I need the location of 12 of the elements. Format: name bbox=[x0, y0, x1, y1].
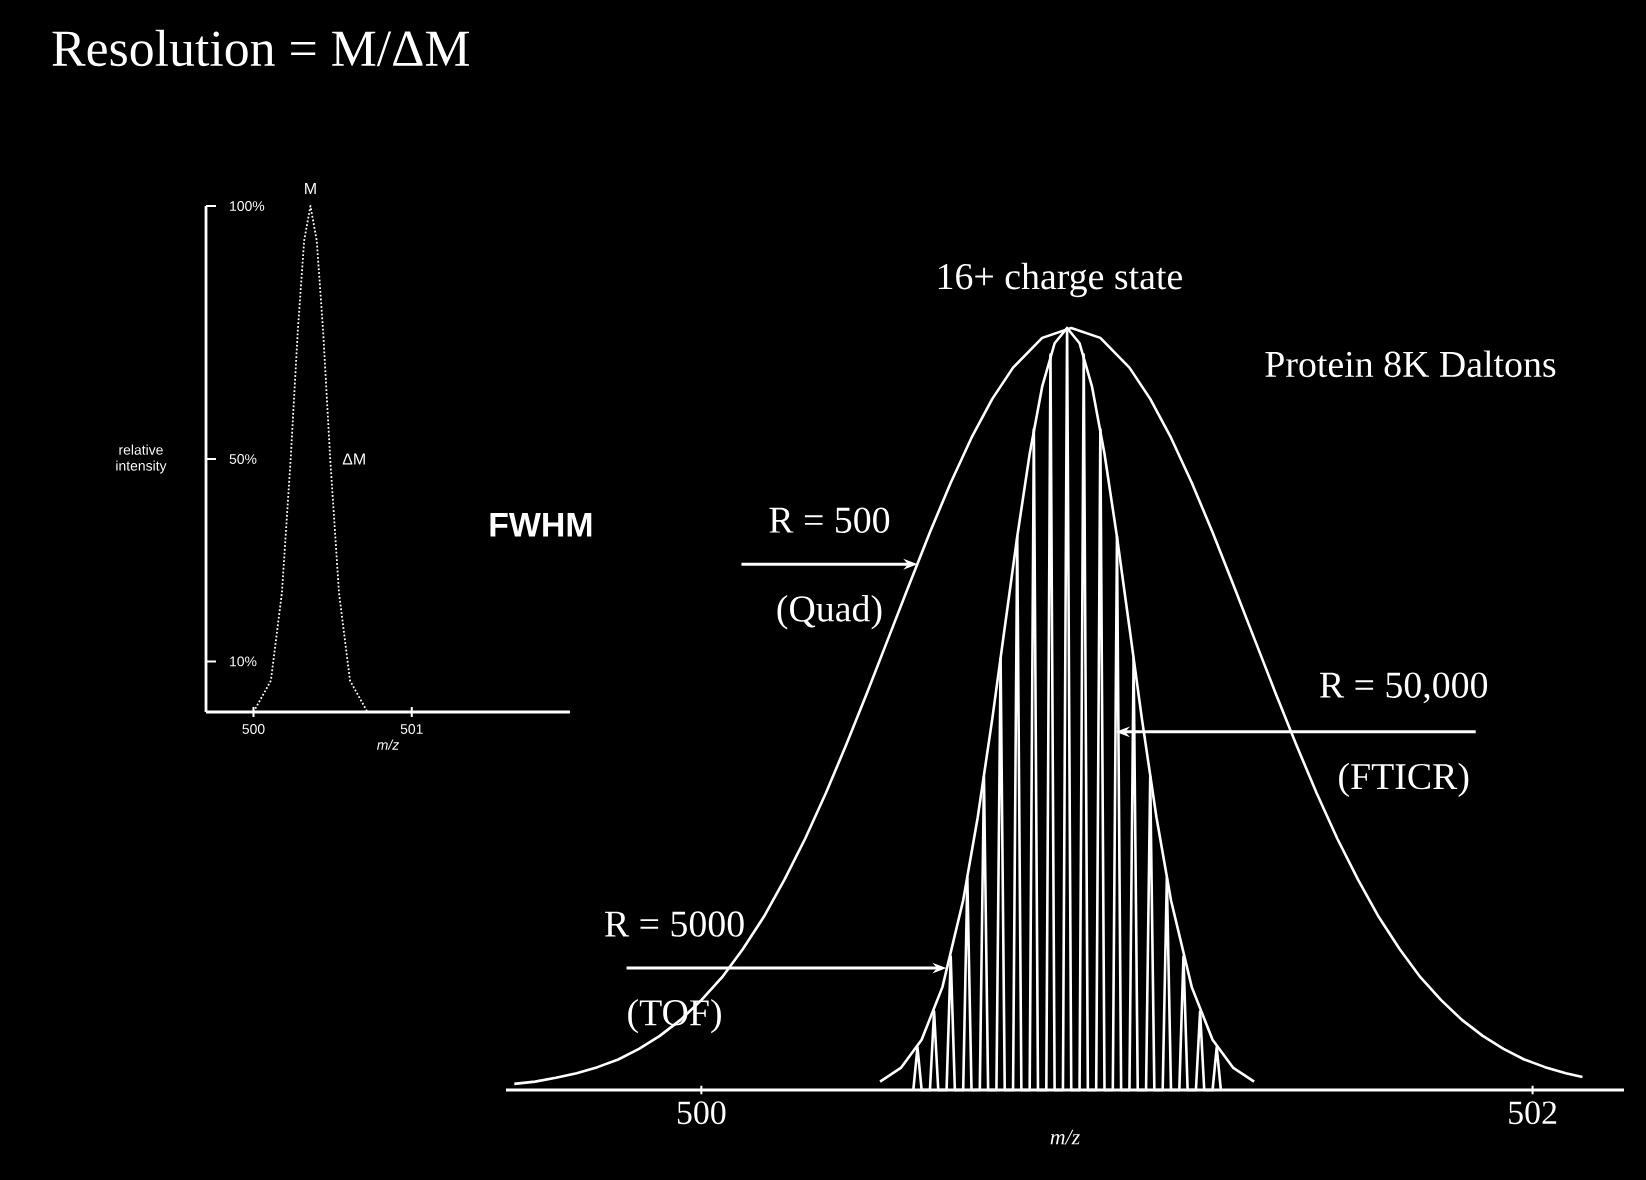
x-tick-label: 502 bbox=[1509, 1101, 1557, 1125]
annotation: R = 50,000 bbox=[1320, 672, 1488, 704]
annotation: (Quad) bbox=[777, 595, 882, 630]
annotation: Protein 8K Daltons bbox=[1265, 350, 1556, 378]
annotation: R = 5000 bbox=[605, 911, 744, 937]
annotation: R = 500 bbox=[769, 507, 890, 533]
x-tick-label: 500 bbox=[677, 1101, 726, 1125]
annotation: FWHM bbox=[490, 513, 592, 537]
annotation: (FTICR) bbox=[1339, 762, 1469, 798]
chart-title: Resolution = M/ΔM bbox=[52, 29, 470, 67]
text: 16+ charge state bbox=[938, 262, 1182, 298]
x-axis-title: m/z bbox=[1050, 1129, 1080, 1145]
